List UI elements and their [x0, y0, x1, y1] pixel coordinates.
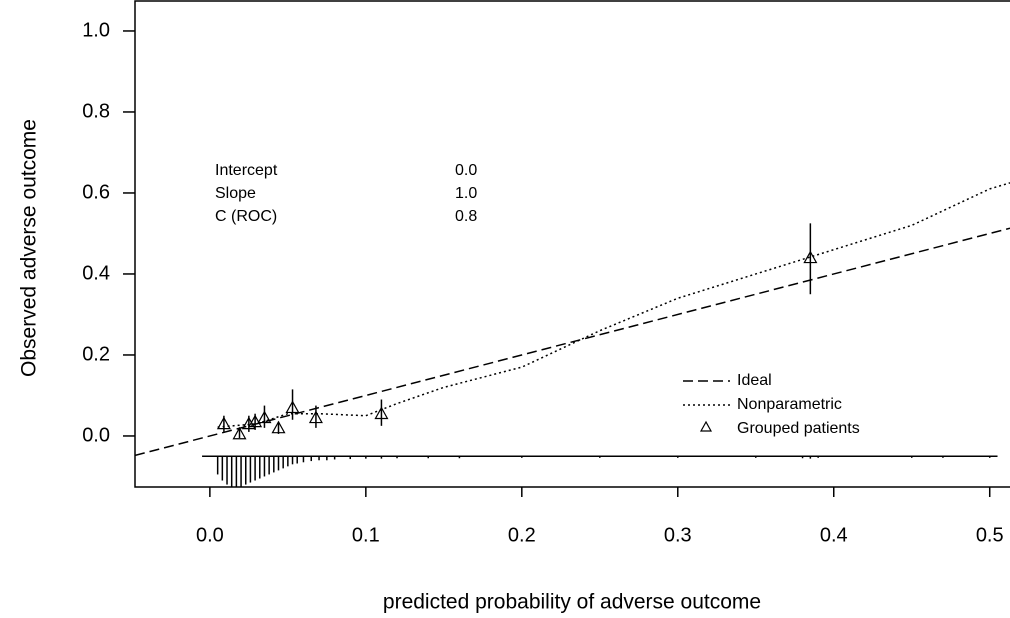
stat-value: 0.8: [455, 208, 477, 225]
legend-label: Nonparametric: [737, 396, 842, 413]
grouped-point: [241, 416, 256, 430]
stat-label: Slope: [215, 185, 256, 202]
legend-label: Grouped patients: [737, 420, 860, 437]
legend-label: Ideal: [737, 372, 772, 389]
stat-label: Intercept: [215, 162, 278, 179]
grouped-point: [248, 414, 263, 428]
y-tick-label: 0.0: [82, 424, 110, 446]
y-tick-label: 0.4: [82, 262, 110, 284]
x-tick-label: 0.4: [820, 524, 848, 546]
legend-symbol: [699, 420, 713, 432]
grouped-point: [308, 410, 323, 424]
plot-box: [134, 0, 1010, 488]
grouped-point: [374, 406, 389, 420]
x-tick-label: 0.0: [196, 524, 224, 546]
x-tick-label: 0.5: [976, 524, 1004, 546]
grouped-point: [216, 416, 231, 430]
y-tick-label: 0.2: [82, 343, 110, 365]
grouped-point: [257, 410, 272, 424]
y-axis-label: Observed adverse outcome: [18, 119, 41, 377]
y-tick-label: 0.8: [82, 100, 110, 122]
series-line: [135, 227, 1010, 457]
grouped-point: [285, 400, 300, 414]
y-tick-label: 1.0: [82, 19, 110, 41]
stat-value: 1.0: [455, 185, 477, 202]
grouped-point: [232, 426, 247, 440]
x-axis-label: predicted probability of adverse outcome: [383, 591, 761, 614]
y-tick-label: 0.6: [82, 181, 110, 203]
x-tick-label: 0.1: [352, 524, 380, 546]
grouped-point: [803, 250, 818, 264]
x-tick-label: 0.2: [508, 524, 536, 546]
grouped-point: [271, 420, 286, 434]
stat-label: C (ROC): [215, 208, 277, 225]
series-line: [217, 182, 1010, 428]
plot-area: [135, 182, 1010, 487]
x-tick-label: 0.3: [664, 524, 692, 546]
stat-value: 0.0: [455, 162, 477, 179]
